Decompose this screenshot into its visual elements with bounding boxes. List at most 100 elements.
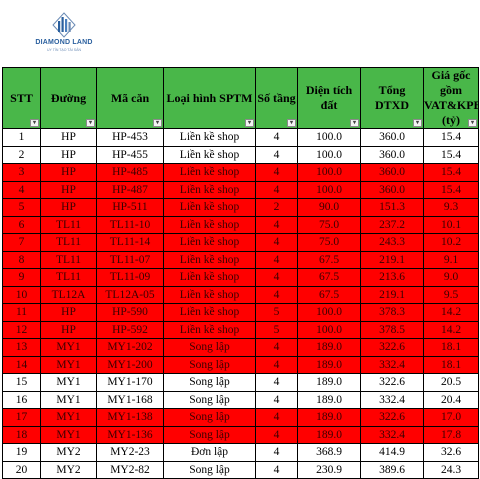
- cell-base-price: 24.3: [423, 460, 479, 479]
- cell-land-area: 100.0: [297, 320, 361, 339]
- cell-base-price: 32.6: [423, 443, 479, 462]
- cell-land-area: 230.9: [297, 460, 361, 479]
- table-row: 5 HP HP-511 Liền kề shop 2 90.0 151.3 9.3: [2, 198, 479, 217]
- table-row: 16 MY1 MY1-168 Song lập 4 189.0 332.4 20.4: [2, 390, 479, 409]
- cell-product-type: Liền kề shop: [163, 303, 256, 322]
- table-row: 20 MY2 MY2-82 Song lập 4 230.9 389.6 24.3: [2, 460, 479, 479]
- cell-total-floor-area: 378.5: [360, 320, 424, 339]
- table-row: 15 MY1 MY1-170 Song lập 4 189.0 322.6 20.5: [2, 373, 479, 392]
- cell-street: MY1: [40, 425, 97, 444]
- cell-street: MY2: [40, 443, 97, 462]
- cell-total-floor-area: 237.2: [360, 215, 424, 234]
- cell-stt: 4: [2, 180, 41, 199]
- header-label: STT: [10, 90, 33, 105]
- table-row: 17 MY1 MY1-138 Song lập 4 189.0 322.6 17.0: [2, 408, 479, 427]
- cell-street: HP: [40, 128, 97, 147]
- brand-header: DIAMOND LAND UY TÍN TẠO TÀI SẢN: [0, 0, 480, 67]
- header-col-base-price: Giá gốc gồm VAT&KPBT (tỷ)▾: [423, 67, 479, 129]
- cell-stt: 11: [2, 303, 41, 322]
- cell-stt: 5: [2, 198, 41, 217]
- cell-total-floor-area: 360.0: [360, 163, 424, 182]
- cell-floors: 4: [255, 163, 298, 182]
- cell-product-type: Liền kề shop: [163, 268, 256, 287]
- cell-base-price: 18.1: [423, 355, 479, 374]
- cell-land-area: 100.0: [297, 128, 361, 147]
- cell-base-price: 10.1: [423, 215, 479, 234]
- cell-stt: 19: [2, 443, 41, 462]
- cell-unit-code: MY1-202: [96, 338, 164, 357]
- cell-street: TL11: [40, 250, 97, 269]
- header-col-land-area: Diện tích đất ▾: [297, 67, 361, 129]
- cell-street: MY1: [40, 373, 97, 392]
- filter-dropdown-icon[interactable]: ▾: [153, 119, 162, 127]
- cell-base-price: 9.5: [423, 285, 479, 304]
- filter-dropdown-icon[interactable]: ▾: [30, 119, 39, 127]
- cell-land-area: 75.0: [297, 233, 361, 252]
- cell-stt: 18: [2, 425, 41, 444]
- cell-product-type: Song lập: [163, 373, 256, 392]
- cell-land-area: 189.0: [297, 355, 361, 374]
- cell-base-price: 17.8: [423, 425, 479, 444]
- table-row: 2 HP HP-455 Liền kề shop 4 100.0 360.0 15.4: [2, 145, 479, 164]
- cell-street: TL12A: [40, 285, 97, 304]
- cell-stt: 16: [2, 390, 41, 409]
- cell-unit-code: HP-453: [96, 128, 164, 147]
- filter-dropdown-icon[interactable]: ▾: [413, 119, 422, 127]
- cell-floors: 4: [255, 250, 298, 269]
- cell-base-price: 14.2: [423, 303, 479, 322]
- cell-street: MY2: [40, 460, 97, 479]
- header-col-product-type: Loại hình SPTM ▾: [163, 67, 256, 129]
- cell-base-price: 15.4: [423, 163, 479, 182]
- cell-street: MY1: [40, 408, 97, 427]
- cell-total-floor-area: 219.1: [360, 285, 424, 304]
- table-row: 8 TL11 TL11-07 Liền kề shop 4 67.5 219.1 9.1: [2, 250, 479, 269]
- cell-product-type: Liền kề shop: [163, 285, 256, 304]
- filter-dropdown-icon[interactable]: ▾: [350, 119, 359, 127]
- table-row: 4 HP HP-487 Liền kề shop 4 100.0 360.0 15.4: [2, 180, 479, 199]
- cell-land-area: 90.0: [297, 198, 361, 217]
- cell-product-type: Liền kề shop: [163, 250, 256, 269]
- cell-floors: 4: [255, 128, 298, 147]
- cell-base-price: 15.4: [423, 145, 479, 164]
- cell-floors: 4: [255, 145, 298, 164]
- cell-land-area: 67.5: [297, 250, 361, 269]
- cell-stt: 6: [2, 215, 41, 234]
- cell-land-area: 189.0: [297, 408, 361, 427]
- diamond-building-logo-icon: [52, 12, 76, 38]
- cell-base-price: 18.1: [423, 338, 479, 357]
- cell-street: HP: [40, 180, 97, 199]
- price-table: STT ▾ Đường ▾ Mã căn ▾ Loại hình SPTM ▾ Số tầng ▾…: [2, 67, 479, 479]
- cell-street: HP: [40, 198, 97, 217]
- cell-base-price: 9.1: [423, 250, 479, 269]
- cell-product-type: Liền kề shop: [163, 215, 256, 234]
- filter-dropdown-icon[interactable]: ▾: [245, 119, 254, 127]
- cell-product-type: Song lập: [163, 425, 256, 444]
- cell-land-area: 100.0: [297, 180, 361, 199]
- table-row: 7 TL11 TL11-14 Liền kề shop 4 75.0 243.3 10.2: [2, 233, 479, 252]
- cell-stt: 9: [2, 268, 41, 287]
- cell-floors: 4: [255, 443, 298, 462]
- cell-product-type: Liền kề shop: [163, 198, 256, 217]
- cell-total-floor-area: 414.9: [360, 443, 424, 462]
- cell-unit-code: TL11-10: [96, 215, 164, 234]
- cell-total-floor-area: 332.4: [360, 355, 424, 374]
- cell-total-floor-area: 322.6: [360, 408, 424, 427]
- cell-base-price: 20.4: [423, 390, 479, 409]
- cell-street: MY1: [40, 338, 97, 357]
- filter-dropdown-icon[interactable]: ▾: [468, 119, 477, 127]
- cell-unit-code: MY1-136: [96, 425, 164, 444]
- cell-unit-code: HP-487: [96, 180, 164, 199]
- cell-product-type: Song lập: [163, 338, 256, 357]
- header-col-street: Đường ▾: [40, 67, 97, 129]
- filter-dropdown-icon[interactable]: ▾: [86, 119, 95, 127]
- cell-unit-code: HP-485: [96, 163, 164, 182]
- table-row: 13 MY1 MY1-202 Song lập 4 189.0 322.6 18.1: [2, 338, 479, 357]
- cell-street: TL11: [40, 215, 97, 234]
- cell-total-floor-area: 322.6: [360, 373, 424, 392]
- filter-dropdown-icon[interactable]: ▾: [287, 119, 296, 127]
- cell-street: MY1: [40, 355, 97, 374]
- cell-floors: 4: [255, 285, 298, 304]
- cell-street: HP: [40, 163, 97, 182]
- cell-product-type: Đơn lập: [163, 443, 256, 462]
- cell-base-price: 20.5: [423, 373, 479, 392]
